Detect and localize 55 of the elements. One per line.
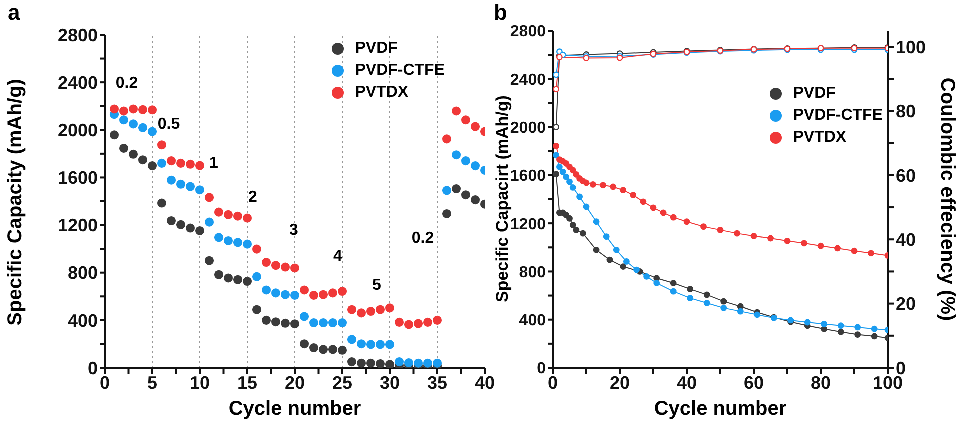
annotation: 0.2 xyxy=(412,230,434,248)
x-tick-label: 10 xyxy=(190,372,210,393)
y-tick-label: 2000 xyxy=(510,120,546,137)
y-tick-label: 2400 xyxy=(510,72,546,89)
x-axis-title: Cycle number xyxy=(228,398,362,421)
y-axis-title: Specific Capacirt (mAh/g) xyxy=(493,95,512,302)
y-tick-label: 800 xyxy=(68,263,98,284)
legend-label: PVTDX xyxy=(793,129,847,147)
y-tick-label: 2000 xyxy=(58,120,98,141)
annotation: 4 xyxy=(334,248,342,266)
y2-tick-label: 80 xyxy=(896,102,916,122)
x-tick-label: 60 xyxy=(744,372,764,393)
annotation: 1 xyxy=(210,155,218,173)
x-tick-label: 20 xyxy=(610,372,630,393)
x-tick-label: 30 xyxy=(380,372,400,393)
legend-label: PVDF-CTFE xyxy=(793,107,883,125)
chart-title: b xyxy=(494,0,508,26)
y-tick-label: 1600 xyxy=(510,168,546,186)
x-tick-label: 20 xyxy=(284,372,306,393)
y-tick-label: 400 xyxy=(68,310,98,331)
y-tick-label: 1200 xyxy=(510,216,546,234)
y-tick-label: 2800 xyxy=(510,24,546,41)
y-tick-label: 0 xyxy=(88,358,98,378)
y-tick-label: 1200 xyxy=(58,216,98,236)
x-tick-label: 5 xyxy=(147,372,158,393)
y-tick-label: 0 xyxy=(537,360,546,378)
x-tick-label: 80 xyxy=(810,372,832,393)
annotation: 0.2 xyxy=(116,75,138,93)
y2-axis-title: Coulombic effeciency (%) xyxy=(936,76,958,323)
y2-tick-label: 60 xyxy=(896,166,916,186)
x-tick-label: 40 xyxy=(676,372,698,393)
x-tick-label: 0 xyxy=(100,372,110,393)
y-tick-label: 2400 xyxy=(58,72,98,93)
y-tick-label: 1600 xyxy=(58,168,98,188)
y-tick-label: 400 xyxy=(519,312,546,330)
annotation: 3 xyxy=(290,222,298,240)
x-tick-label: 35 xyxy=(427,372,448,393)
x-tick-label: 25 xyxy=(332,372,353,393)
legend-label: PVTDX xyxy=(355,84,409,102)
x-tick-label: 40 xyxy=(474,372,496,393)
legend-label: PVDF-CTFE xyxy=(355,62,445,80)
y2-tick-label: 20 xyxy=(896,294,916,314)
y-tick-label: 2800 xyxy=(58,25,98,46)
legend-label: PVDF xyxy=(355,40,398,58)
annotation: 2 xyxy=(248,189,258,207)
x-tick-label: 15 xyxy=(237,372,258,393)
y2-tick-label: 100 xyxy=(896,37,926,58)
x-axis-title: Cycle number xyxy=(653,398,788,421)
annotation: 5 xyxy=(372,277,382,295)
legend-label: PVDF xyxy=(793,85,836,103)
chart-title: a xyxy=(8,0,20,26)
y-tick-label: 800 xyxy=(519,264,546,282)
annotation: 0.5 xyxy=(158,116,180,134)
y2-tick-label: 40 xyxy=(896,230,916,250)
y-axis-title: Specific Capacity (mAh/g) xyxy=(4,78,28,328)
